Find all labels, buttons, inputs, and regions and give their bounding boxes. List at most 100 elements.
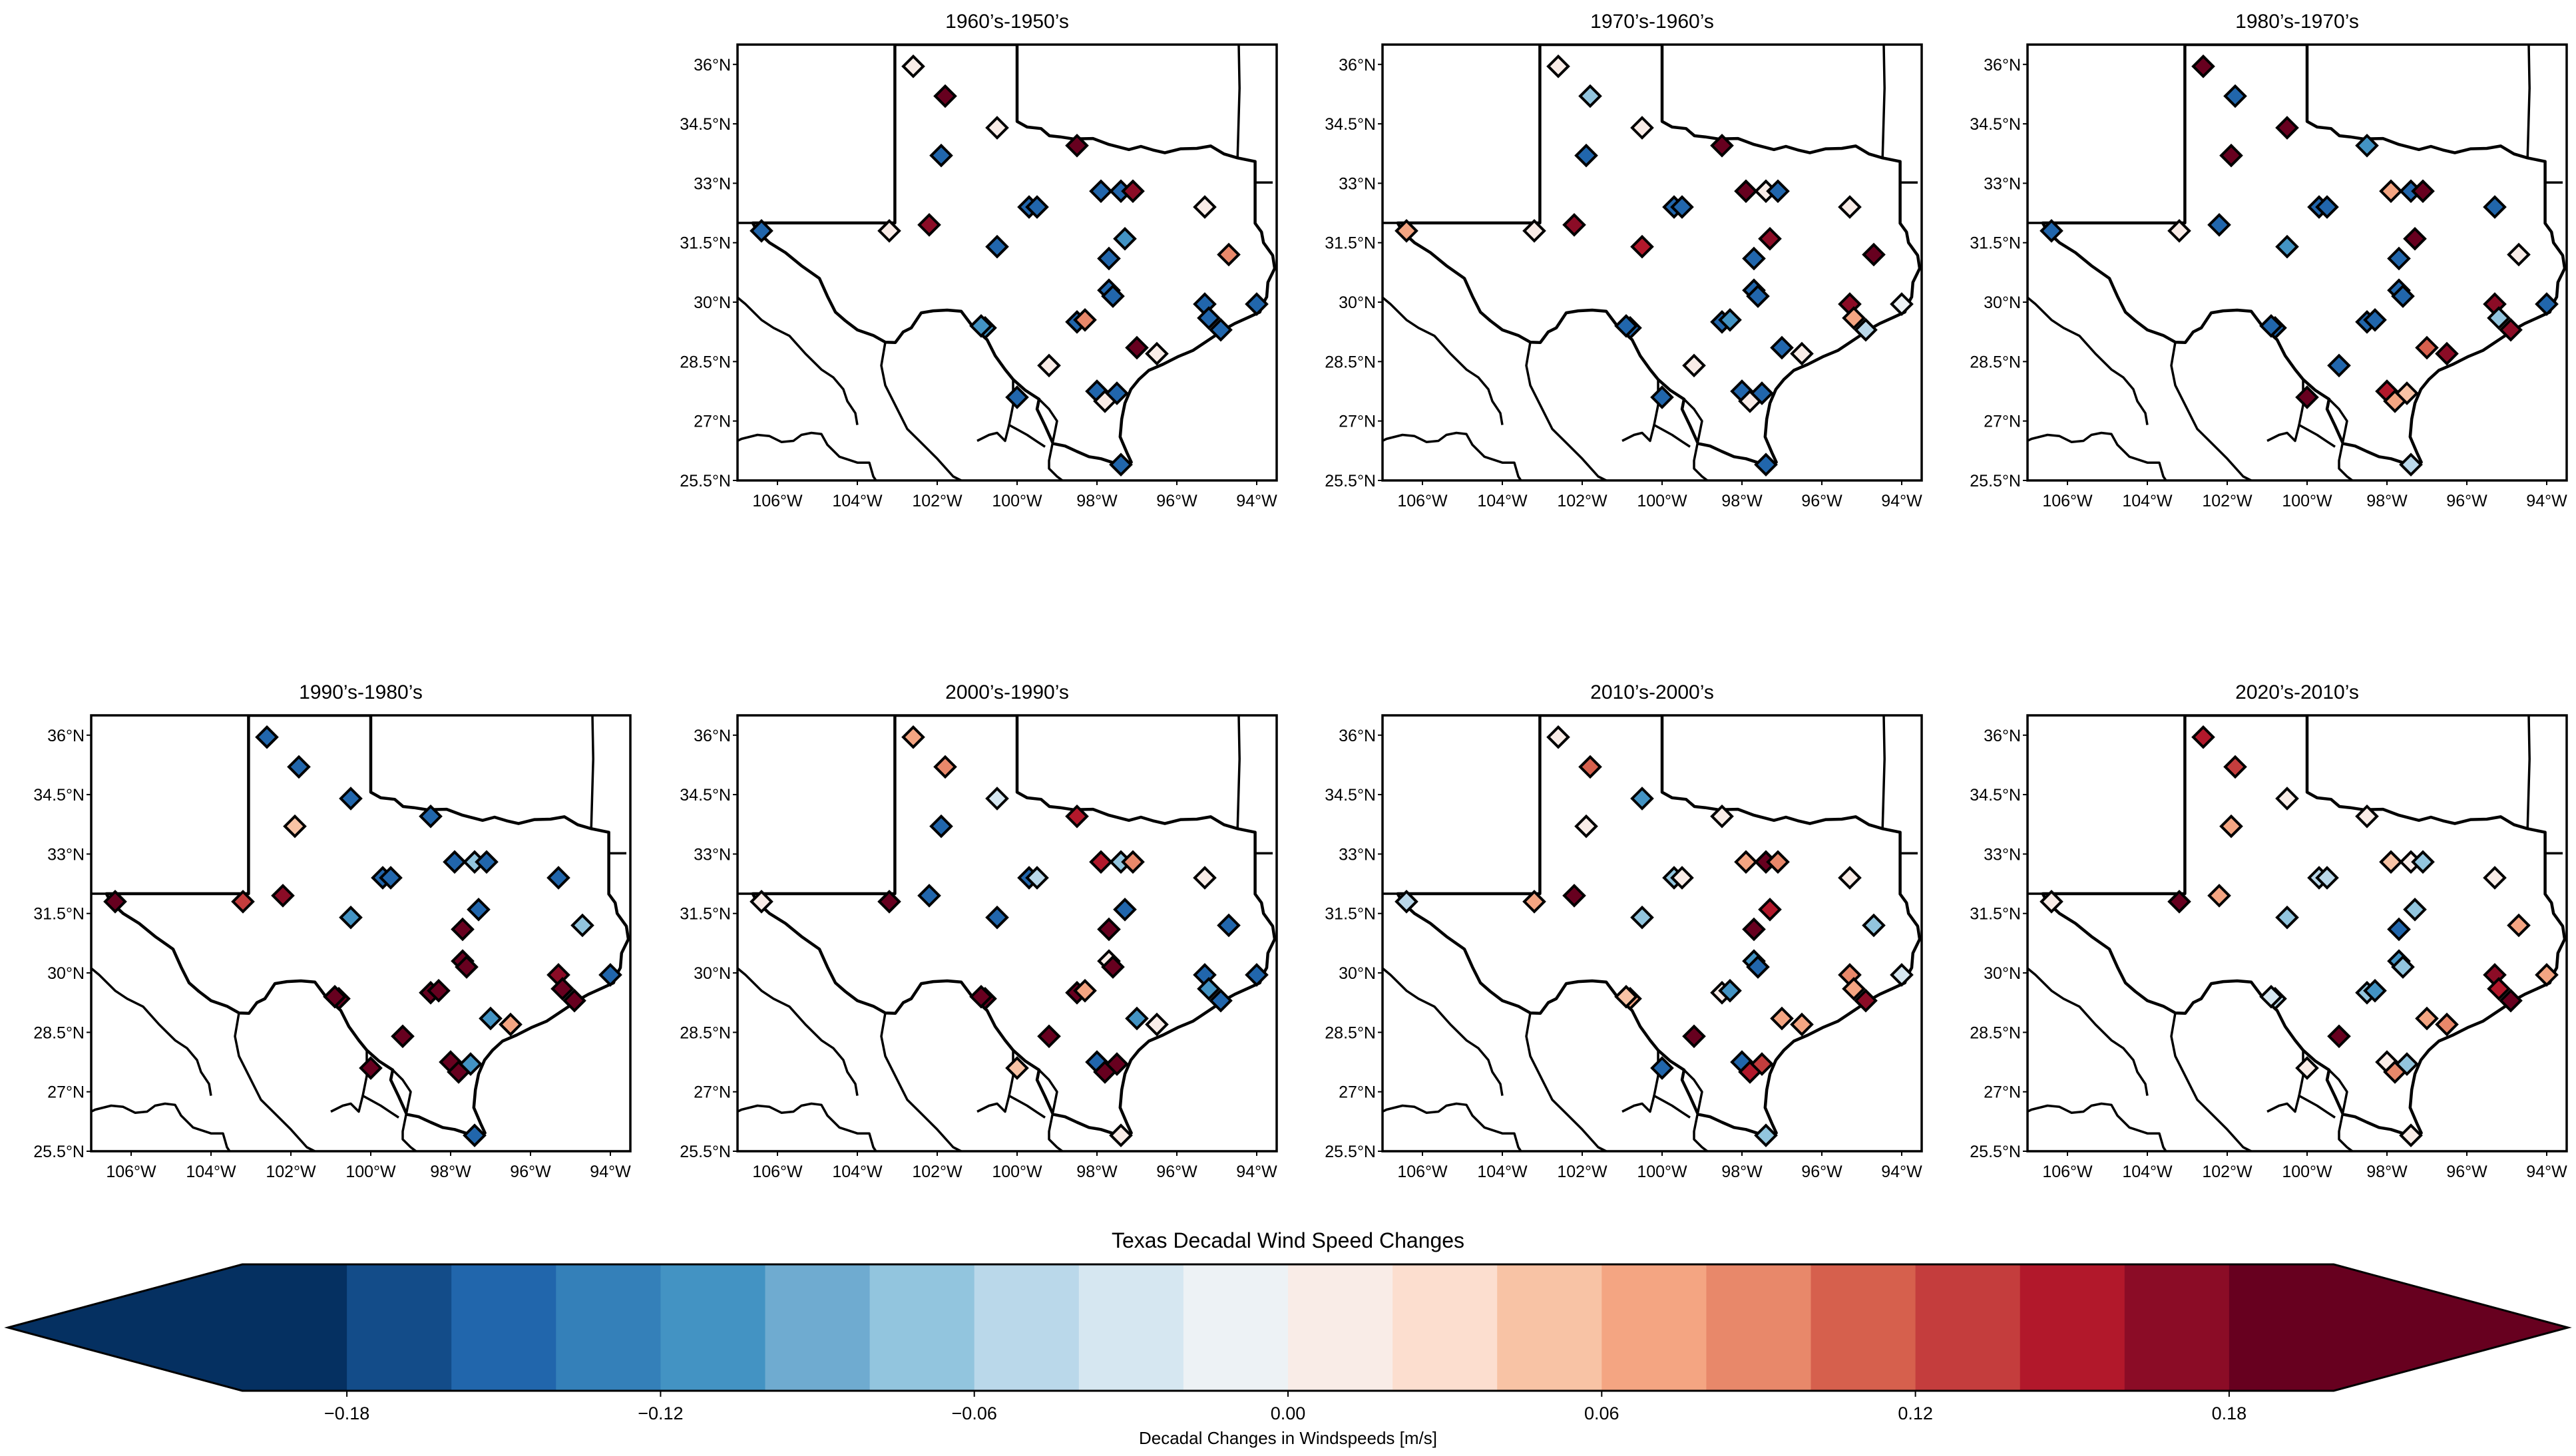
station-marker	[969, 313, 993, 338]
lon-tick-label: 100°W	[992, 492, 1042, 510]
station-marker	[1125, 335, 1149, 360]
lat-tick-label: 30°N	[47, 964, 85, 983]
lon-tick-label: 96°W	[1801, 492, 1842, 510]
texas-outline	[2041, 715, 2567, 1139]
colorbar-outline	[4, 1263, 2572, 1392]
station-marker	[1562, 884, 1586, 908]
border-line	[2028, 1102, 2168, 1151]
border-line	[1621, 425, 1655, 443]
station-marker	[1766, 850, 1790, 874]
station-marker	[2039, 890, 2063, 914]
map-panel: 2000’s-1990’s 25.5°N 27°N 28.5°N 30°N 31.5°N 3…	[680, 681, 1278, 1181]
lat-tick-label: 25.5°N	[680, 472, 731, 490]
station-marker	[1245, 963, 1269, 987]
station-markers	[750, 725, 1269, 1148]
station-marker	[1750, 381, 1774, 405]
station-marker	[2039, 219, 2063, 243]
station-marker	[1838, 866, 1862, 890]
texas-outline	[1396, 715, 1922, 1139]
colorbar-bin	[1602, 1264, 1707, 1391]
station-marker	[1838, 195, 1862, 219]
map-panel: 2020’s-2010’s 25.5°N 27°N 28.5°N 30°N 31.5°N 3…	[1970, 681, 2568, 1181]
texas-outline	[1396, 45, 1922, 468]
station-marker	[1546, 54, 1570, 79]
lat-tick-label: 25.5°N	[1325, 472, 1376, 490]
station-marker	[1109, 1123, 1133, 1148]
lat-tick-label: 27°N	[694, 413, 731, 431]
station-marker	[1630, 116, 1654, 140]
station-marker	[1630, 905, 1654, 930]
lat-tick-label: 33°N	[694, 174, 731, 193]
station-markers	[103, 725, 622, 1148]
border-line	[234, 1012, 318, 1151]
station-marker	[323, 984, 347, 1009]
station-marker	[1113, 897, 1137, 922]
station-marker	[1670, 866, 1694, 890]
station-marker	[1217, 242, 1241, 267]
border-line	[1383, 1102, 1523, 1151]
colorbar-tick-label: 0.00	[1271, 1403, 1306, 1423]
lon-tick-label: 106°W	[1397, 492, 1448, 510]
station-marker	[1209, 317, 1233, 342]
border-line	[1236, 715, 1241, 829]
lat-tick-label: 30°N	[1339, 964, 1376, 983]
station-marker	[901, 54, 925, 79]
station-marker	[750, 219, 773, 243]
texas-outline	[751, 715, 1277, 1139]
station-marker	[2315, 866, 2339, 890]
station-marker	[1522, 219, 1546, 243]
station-marker	[929, 814, 953, 838]
station-marker	[2435, 1012, 2459, 1037]
station-marker	[1758, 226, 1782, 251]
border-line	[1621, 1095, 1655, 1113]
lon-tick-label: 104°W	[2122, 492, 2173, 510]
lat-tick-label: 34.5°N	[33, 786, 85, 805]
lon-tick-label: 100°W	[345, 1163, 396, 1181]
lon-tick-label: 94°W	[590, 1163, 631, 1181]
station-marker	[467, 897, 491, 922]
lat-tick-label: 27°N	[1339, 1083, 1376, 1102]
station-marker	[2191, 54, 2215, 79]
lat-tick-label: 27°N	[1984, 1083, 2021, 1102]
lon-tick-label: 104°W	[1477, 1163, 1528, 1181]
map-background	[1383, 715, 1922, 1151]
station-marker	[1746, 284, 1770, 308]
station-markers	[1395, 725, 1914, 1148]
map-background	[738, 715, 1277, 1151]
station-marker	[1073, 978, 1097, 1003]
lat-tick-label: 28.5°N	[1325, 1023, 1376, 1042]
lon-tick-label: 102°W	[912, 1163, 963, 1181]
station-marker	[2379, 850, 2403, 874]
colorbar-bin	[1811, 1264, 1916, 1391]
lon-tick-label: 98°W	[1076, 492, 1118, 510]
map-panel: 1980’s-1970’s 25.5°N 27°N 28.5°N 30°N 31.5°N 3…	[1970, 11, 2568, 510]
station-marker	[2499, 988, 2523, 1013]
lon-tick-label: 104°W	[832, 1163, 883, 1181]
station-marker	[985, 787, 1009, 811]
lon-tick-label: 94°W	[1236, 1163, 1277, 1181]
lat-tick-label: 34.5°N	[1970, 786, 2021, 805]
lon-tick-label: 94°W	[1236, 492, 1277, 510]
lat-tick-label: 28.5°N	[1970, 353, 2021, 371]
station-marker	[1546, 725, 1570, 749]
lon-tick-label: 96°W	[1801, 1163, 1842, 1181]
station-marker	[2275, 787, 2299, 811]
colorbar-bin	[765, 1264, 871, 1391]
station-marker	[1746, 955, 1770, 979]
map-frame	[736, 43, 1278, 482]
station-marker	[985, 234, 1009, 259]
station-marker	[1578, 755, 1602, 779]
station-marker	[2355, 133, 2379, 158]
lat-tick-label: 33°N	[47, 845, 85, 864]
border-line	[738, 1102, 878, 1151]
station-marker	[2219, 814, 2243, 838]
station-marker	[917, 884, 941, 908]
lon-tick-label: 100°W	[1637, 1163, 1687, 1181]
lon-tick-label: 98°W	[1076, 1163, 1118, 1181]
station-markers	[1395, 54, 1914, 477]
station-marker	[2295, 1056, 2319, 1080]
station-marker	[1718, 978, 1742, 1003]
lat-tick-label: 34.5°N	[1325, 115, 1376, 134]
colorbar-bin	[451, 1264, 557, 1391]
border-line	[2328, 398, 2354, 480]
